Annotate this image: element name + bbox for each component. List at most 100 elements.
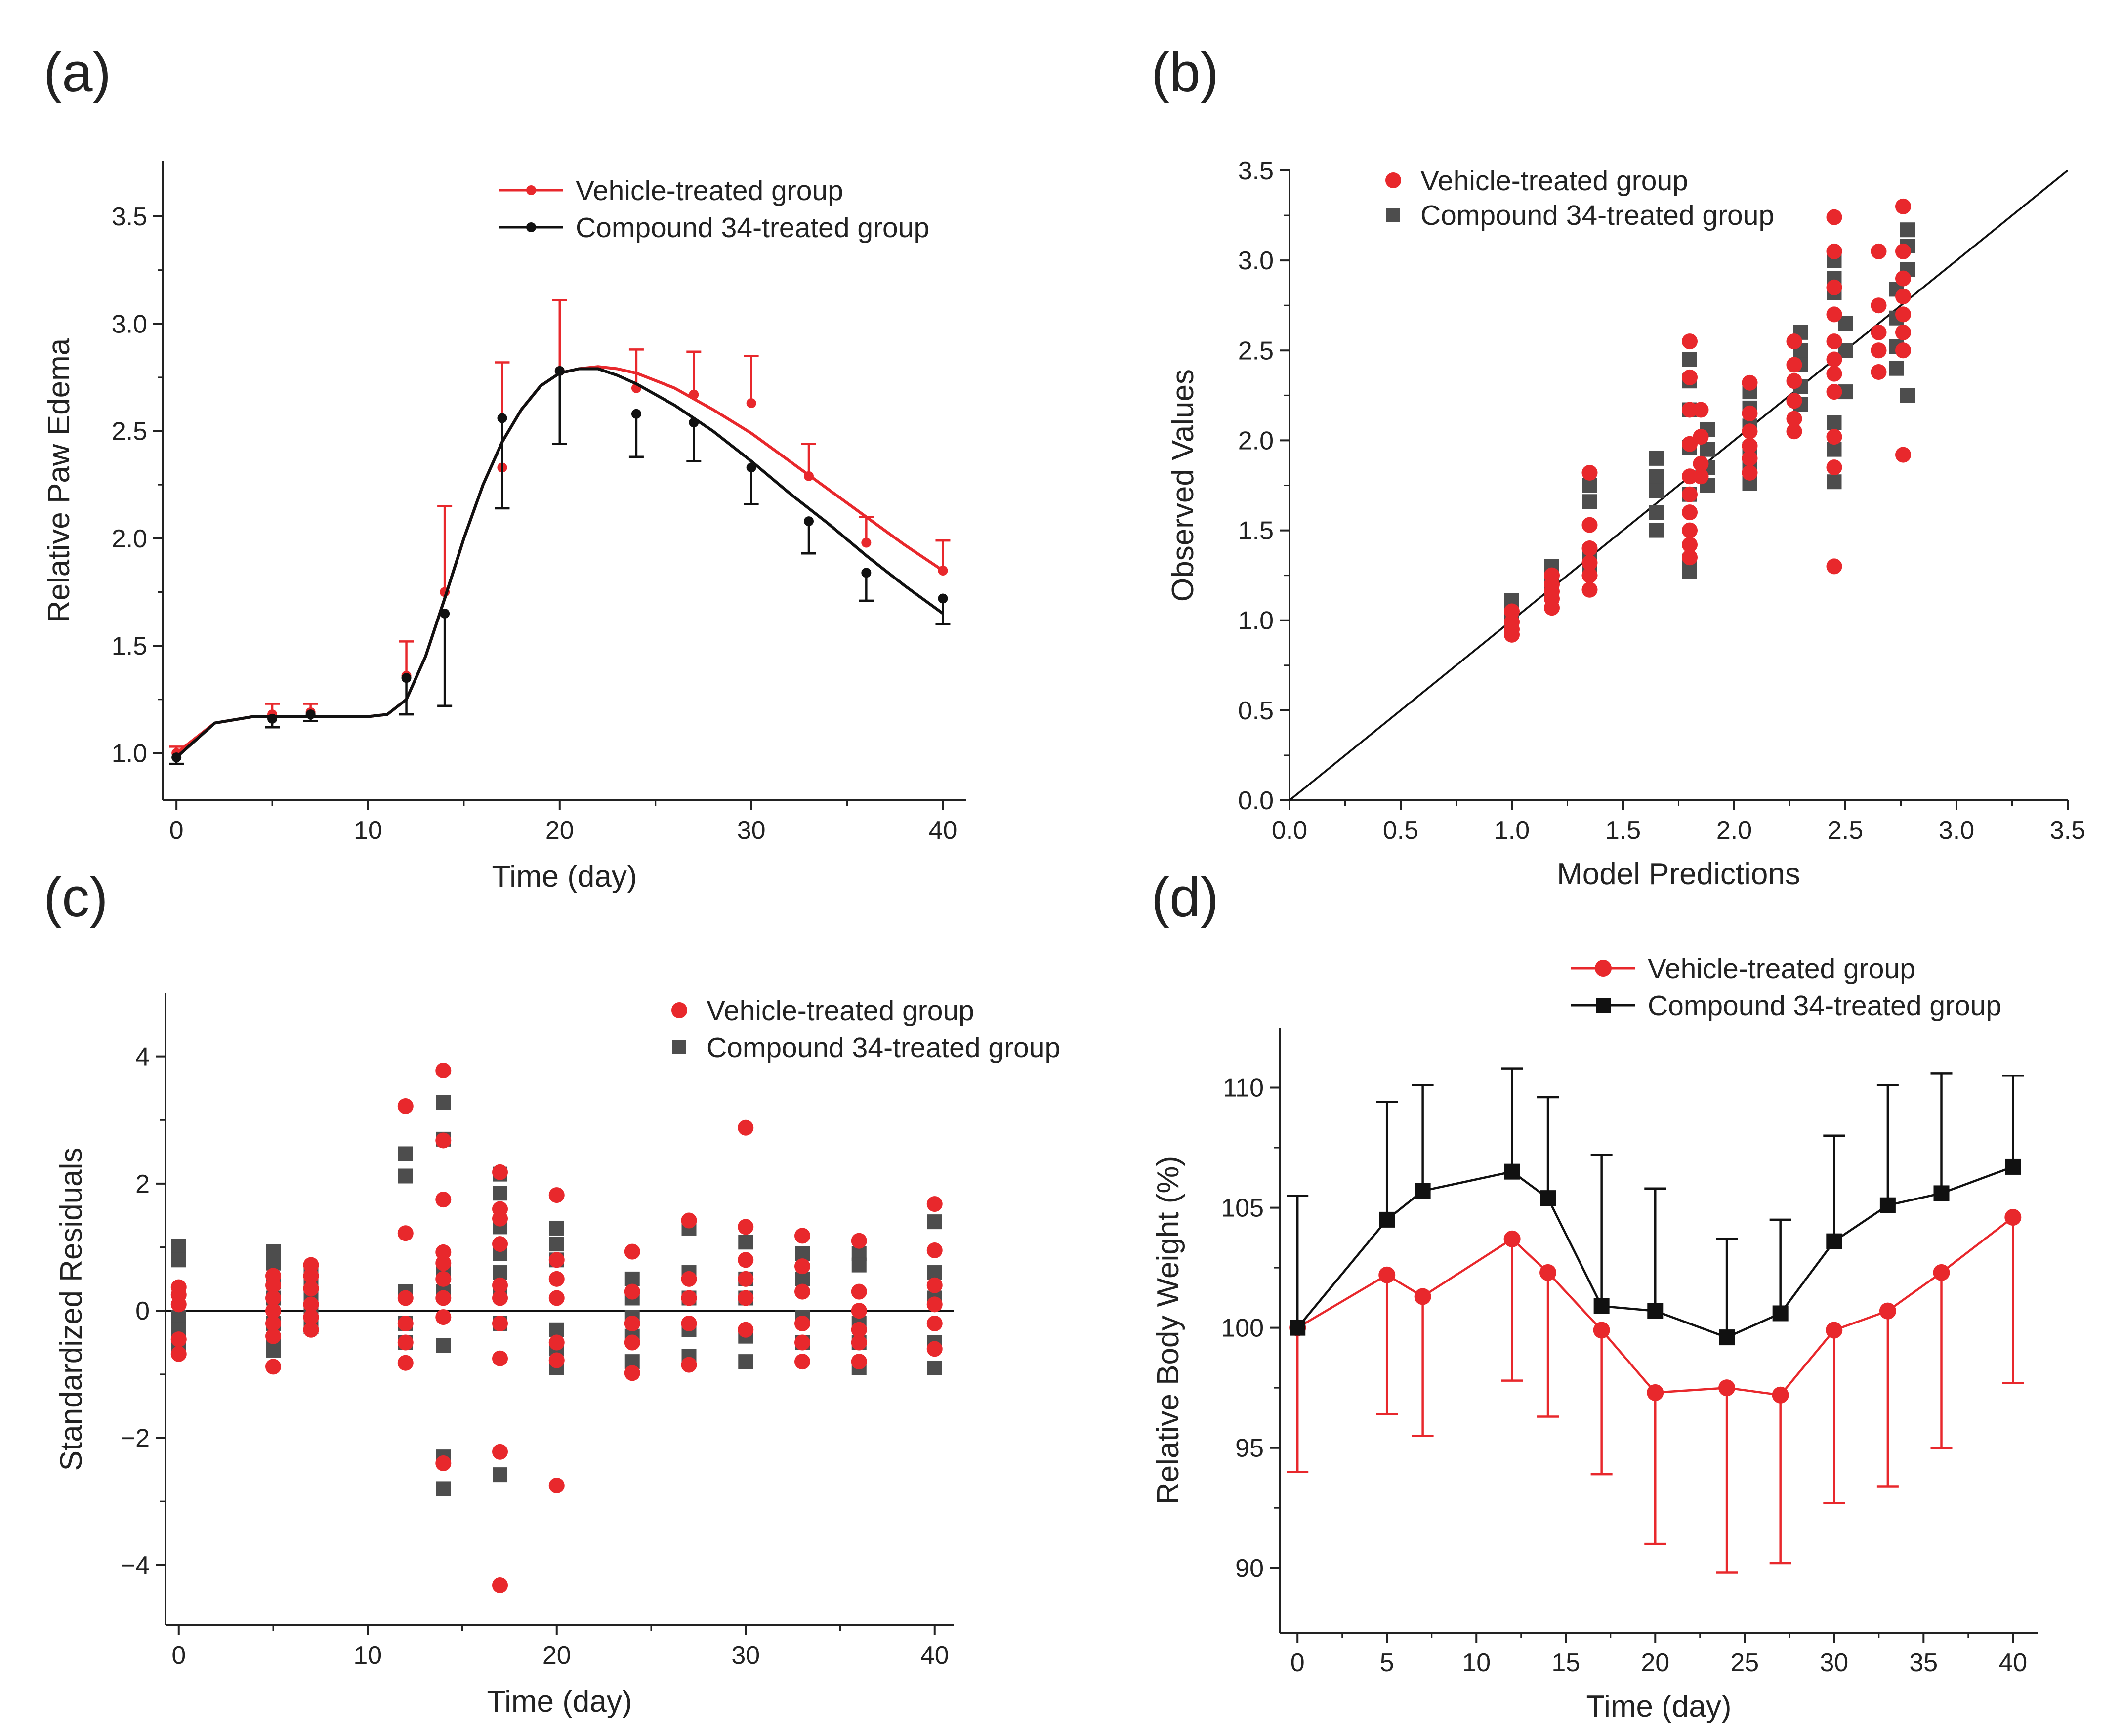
data-point-dot	[746, 462, 756, 473]
data-point-circle	[1895, 243, 1911, 259]
data-point-circle	[1693, 429, 1709, 445]
data-point-square	[927, 1214, 942, 1230]
data-point-circle	[738, 1290, 754, 1306]
data-point-circle	[1544, 600, 1560, 616]
data-point-dot	[803, 516, 814, 527]
y-tick-label: 0.5	[1238, 697, 1274, 725]
data-point-circle	[794, 1315, 811, 1331]
data-point-circle	[1826, 1322, 1843, 1339]
data-point-circle	[1826, 209, 1842, 225]
series-d-0	[1287, 1209, 2024, 1574]
data-point-dot	[440, 608, 450, 619]
data-point-circle	[1871, 342, 1887, 359]
panel-a: (a) 0 10 20 30 40 1.0 1.5 2.0 2.5 3.0 3.5 Time (day)…	[42, 41, 966, 894]
data-point-circle	[170, 1296, 187, 1313]
x-tick-label: 3.0	[1939, 816, 1974, 845]
legend-label: Vehicle-treated group	[576, 175, 843, 207]
data-point-circle	[435, 1309, 452, 1325]
data-point-circle	[1742, 405, 1758, 421]
data-point-circle	[435, 1192, 452, 1208]
data-point-circle	[397, 1315, 414, 1331]
data-point-circle	[1647, 1384, 1664, 1401]
x-tick-label: 0	[1290, 1649, 1305, 1677]
data-point-square	[1879, 1197, 1896, 1213]
data-point-circle	[926, 1296, 943, 1313]
data-point-square	[398, 1168, 413, 1184]
data-point-circle	[1742, 465, 1758, 481]
y-tick-label: 100	[1221, 1314, 1264, 1343]
data-point-circle	[303, 1257, 319, 1273]
data-point-circle	[1895, 306, 1911, 323]
panel-label-b: (b)	[1151, 41, 1219, 103]
data-point-circle	[265, 1359, 282, 1375]
data-point-circle	[492, 1290, 508, 1306]
data-point-square	[1827, 415, 1842, 430]
x-tick-label: 0	[169, 816, 184, 845]
x-tick-label: 0	[171, 1641, 186, 1670]
legend-d: Vehicle-treated group Compound 34-treated…	[1571, 953, 2001, 1022]
data-point-square	[1719, 1329, 1735, 1346]
legend-label: Compound 34-treated group	[1648, 990, 2001, 1022]
data-point-circle	[548, 1252, 565, 1268]
data-point-dot	[401, 673, 412, 683]
data-point-square	[171, 1239, 186, 1253]
identity-line	[1289, 169, 2069, 801]
data-point-dot	[938, 593, 948, 604]
x-tick-label: 30	[1820, 1649, 1848, 1677]
data-point-circle	[1742, 450, 1758, 466]
x-tick-label: 10	[353, 1641, 382, 1670]
data-point-square	[1772, 1305, 1789, 1322]
data-point-circle	[926, 1196, 943, 1212]
data-point-square	[1649, 483, 1664, 498]
y-tick-label: 2	[135, 1170, 150, 1199]
data-point-circle	[265, 1315, 282, 1331]
data-point-square	[1900, 388, 1915, 403]
data-point-circle	[1693, 455, 1709, 472]
legend-label: Compound 34-treated group	[576, 212, 929, 244]
legend-marker-circle	[1385, 172, 1401, 188]
y-tick-label: 105	[1221, 1194, 1264, 1223]
y-tick-label: 1.5	[1238, 517, 1274, 545]
data-point-circle	[548, 1290, 565, 1306]
data-point-circle	[851, 1303, 867, 1319]
data-point-dot	[803, 471, 814, 481]
x-tick-label: 20	[545, 816, 574, 845]
data-point-circle	[1786, 357, 1802, 373]
data-point-circle	[492, 1315, 508, 1331]
data-point-circle	[1693, 402, 1709, 418]
data-point-circle	[492, 1236, 508, 1252]
data-point-circle	[492, 1277, 508, 1293]
data-point-dot	[861, 537, 872, 548]
data-point-circle	[851, 1233, 867, 1249]
data-point-circle	[851, 1334, 867, 1351]
data-point-circle	[492, 1350, 508, 1366]
data-point-square	[549, 1220, 564, 1236]
data-point-square	[1290, 1320, 1306, 1336]
data-point-circle	[1826, 384, 1842, 400]
data-point-circle	[681, 1212, 697, 1229]
data-point-circle	[1826, 243, 1842, 259]
data-point-circle	[265, 1277, 282, 1293]
x-tick-label: 40	[929, 816, 957, 845]
data-point-circle	[794, 1283, 811, 1300]
data-point-circle	[681, 1271, 697, 1287]
x-tick-label: 0.5	[1383, 816, 1418, 845]
legend-label: Compound 34-treated group	[1420, 200, 1774, 231]
data-point-circle	[548, 1187, 565, 1203]
y-tick-label: −4	[121, 1551, 150, 1580]
data-point-circle	[1786, 411, 1802, 427]
x-axis-title-b: Model Predictions	[1557, 857, 1800, 891]
data-point-circle	[435, 1455, 452, 1471]
y-tick-label: 2.5	[112, 417, 147, 446]
data-point-circle	[492, 1210, 508, 1227]
data-point-circle	[435, 1255, 452, 1271]
x-tick-label: 20	[542, 1641, 571, 1670]
data-point-circle	[1786, 423, 1802, 440]
data-point-circle	[1682, 504, 1698, 521]
x-tick-label: 2.0	[1716, 816, 1752, 845]
y-tick-label: 95	[1235, 1434, 1264, 1463]
data-point-circle	[1503, 1230, 1521, 1247]
data-point-square	[738, 1235, 753, 1250]
